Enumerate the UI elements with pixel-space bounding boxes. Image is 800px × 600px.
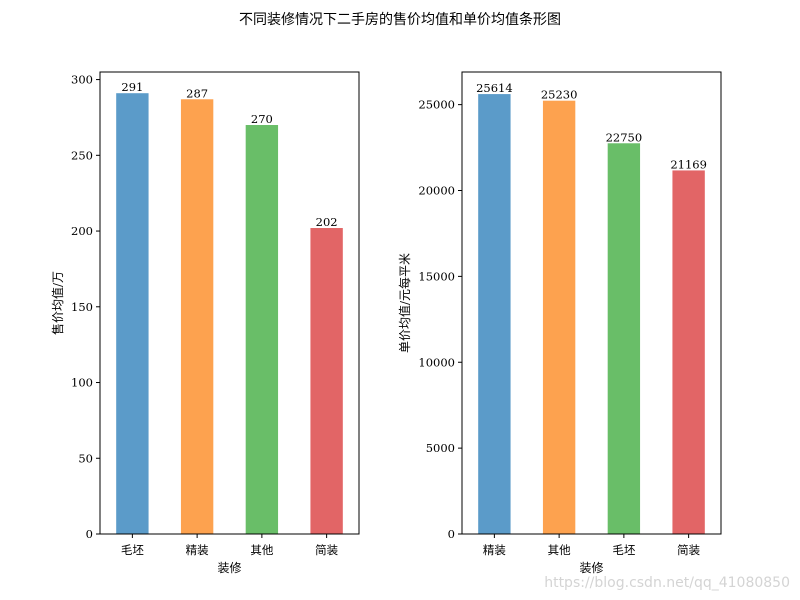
y-tick-label: 100 (71, 376, 93, 390)
bar (116, 93, 149, 535)
y-tick-label: 150 (71, 300, 93, 314)
data-label: 22750 (606, 130, 643, 144)
bar (607, 143, 641, 534)
y-tick-label: 5000 (426, 441, 455, 455)
y-axis-label: 单价均值/元每平米 (397, 253, 412, 353)
data-label: 291 (121, 80, 143, 94)
data-label: 270 (251, 112, 273, 126)
data-label: 25614 (476, 81, 513, 95)
x-axis-label: 装修 (217, 560, 241, 575)
x-tick-label: 其他 (548, 543, 571, 557)
bar (245, 125, 279, 535)
y-tick-label: 50 (78, 451, 93, 465)
axes-frame (461, 71, 722, 535)
left-chart-avg-price: 291 毛坯 287 精装 270 其他 202 简装 0 50 100 150 200 250 300 装修… (50, 71, 360, 575)
axes-frame (99, 71, 360, 535)
y-axis-label: 售价均值/万 (50, 271, 65, 335)
y-tick-label: 250 (71, 148, 93, 162)
x-tick-label: 简装 (677, 543, 700, 557)
right-chart-unit-price: 25614 精装 25230 其他 22750 毛坯 21169 简装 0 5000 10000 15… (397, 71, 722, 575)
bar (478, 94, 511, 534)
chart-title: 不同装修情况下二手房的售价均值和单价均值条形图 (239, 11, 561, 28)
bar (542, 100, 576, 534)
y-tick-label: 10000 (418, 355, 455, 369)
x-tick-label: 精装 (186, 543, 209, 557)
y-tick-label: 0 (86, 527, 93, 541)
y-tick-label: 200 (71, 224, 93, 238)
data-label: 25230 (541, 88, 578, 102)
watermark: https://blog.csdn.net/qq_41080850 (544, 575, 790, 591)
y-tick-label: 20000 (418, 184, 455, 198)
x-tick-label: 简装 (315, 543, 338, 557)
x-axis-label: 装修 (579, 560, 603, 575)
y-tick-label: 300 (71, 73, 93, 87)
data-label: 202 (316, 215, 338, 229)
x-tick-label: 毛坯 (612, 543, 635, 557)
y-tick-label: 25000 (418, 98, 455, 112)
bar (310, 228, 343, 535)
x-tick-label: 其他 (250, 543, 273, 557)
bar (180, 99, 214, 535)
data-label: 287 (186, 86, 208, 100)
bar (672, 170, 705, 534)
y-tick-label: 15000 (418, 269, 455, 283)
y-tick-label: 0 (448, 527, 455, 541)
data-label: 21169 (670, 157, 707, 171)
x-tick-label: 毛坯 (121, 543, 144, 557)
x-tick-label: 精装 (483, 543, 506, 557)
